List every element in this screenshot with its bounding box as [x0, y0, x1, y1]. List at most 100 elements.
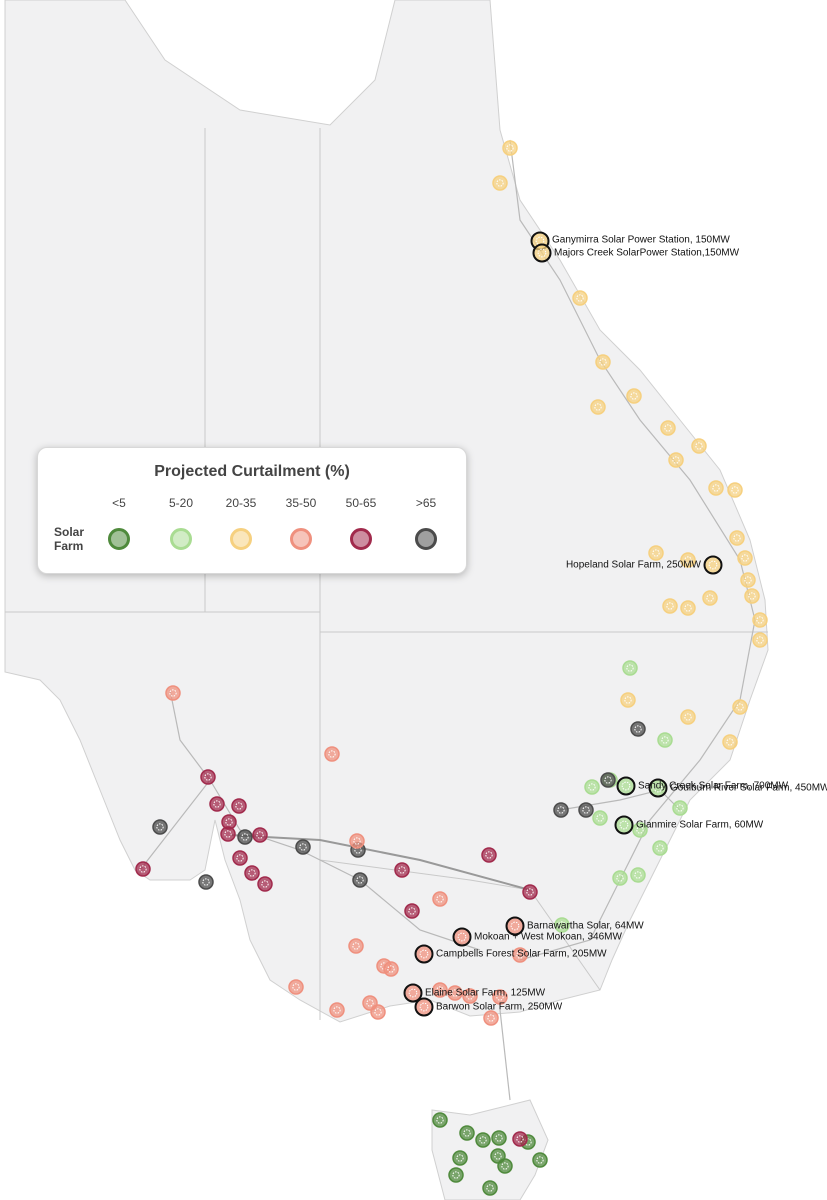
- marker-icon: [202, 878, 210, 886]
- solar-farm-marker: [459, 1125, 475, 1141]
- solar-farm-marker: [135, 861, 151, 877]
- marker-icon: [487, 1014, 495, 1022]
- solar-farm-marker: [740, 572, 756, 588]
- solar-farm-marker: [481, 847, 497, 863]
- marker-icon: [451, 989, 459, 997]
- marker-icon: [731, 486, 739, 494]
- legend-category: <5: [112, 496, 126, 510]
- solar-farm-marker: [483, 1010, 499, 1026]
- legend-category: 5-20: [168, 496, 194, 510]
- solar-farm-marker: [383, 961, 399, 977]
- marker-icon: [726, 738, 734, 746]
- solar-farm-marker: [622, 660, 638, 676]
- legend-category: 50-65: [345, 496, 377, 510]
- solar-farm-marker: [452, 1150, 468, 1166]
- marker-icon: [756, 616, 764, 624]
- solar-farm-marker: [612, 870, 628, 886]
- marker-icon: [524, 1138, 532, 1146]
- marker-icon: [457, 932, 467, 942]
- farm-label: Hopeland Solar Farm, 250MW: [566, 560, 702, 571]
- marker-icon: [495, 1134, 503, 1142]
- solar-farm-marker: [592, 810, 608, 826]
- marker-icon: [241, 833, 249, 841]
- solar-farm-marker: [752, 612, 768, 628]
- solar-farm-marker: [432, 891, 448, 907]
- solar-farm-marker: [447, 985, 463, 1001]
- solar-farm-marker: [244, 865, 260, 881]
- solar-farm-marker: [708, 480, 724, 496]
- solar-farm-marker: [257, 876, 273, 892]
- marker-icon: [436, 1116, 444, 1124]
- marker-icon: [408, 907, 416, 915]
- marker-icon: [169, 689, 177, 697]
- solar-farm-marker: [404, 903, 420, 919]
- marker-icon: [299, 843, 307, 851]
- solar-farm-marker: [722, 734, 738, 750]
- solar-farm-marker: [414, 997, 434, 1017]
- marker-icon: [708, 560, 718, 570]
- solar-farm-marker: [680, 709, 696, 725]
- marker-icon: [506, 144, 514, 152]
- marker-icon: [496, 179, 504, 187]
- solar-farm-marker: [352, 872, 368, 888]
- solar-farm-marker: [672, 800, 688, 816]
- solar-farm-marker: [448, 1167, 464, 1183]
- marker-icon: [744, 576, 752, 584]
- legend-swatch: [170, 528, 192, 550]
- legend-title: Projected Curtailment (%): [154, 463, 350, 480]
- marker-icon: [292, 983, 300, 991]
- marker-icon: [261, 880, 269, 888]
- solar-farm-marker: [432, 982, 448, 998]
- solar-farm-marker: [198, 874, 214, 890]
- solar-farm-marker: [744, 588, 760, 604]
- legend-swatch: [350, 528, 372, 550]
- solar-farm-marker: [648, 778, 668, 798]
- farm-label: Campbells Forest Solar Farm, 205MW: [436, 949, 607, 960]
- marker-icon: [463, 1129, 471, 1137]
- marker-icon: [756, 636, 764, 644]
- marker-icon: [706, 594, 714, 602]
- solar-farm-marker: [572, 290, 588, 306]
- marker-icon: [741, 554, 749, 562]
- solar-farm-marker: [403, 983, 423, 1003]
- marker-icon: [224, 830, 232, 838]
- solar-farm-marker: [462, 988, 478, 1004]
- solar-farm-marker: [662, 598, 678, 614]
- marker-icon: [712, 484, 720, 492]
- marker-icon: [494, 1152, 502, 1160]
- marker-icon: [594, 403, 602, 411]
- solar-farm-marker: [703, 555, 723, 575]
- farm-label: Glanmire Solar Farm, 60MW: [636, 820, 764, 831]
- marker-icon: [634, 871, 642, 879]
- marker-icon: [204, 773, 212, 781]
- marker-icon: [510, 921, 520, 931]
- solar-farm-marker: [578, 802, 594, 818]
- solar-farm-marker: [729, 530, 745, 546]
- marker-icon: [630, 392, 638, 400]
- legend-swatch: [230, 528, 252, 550]
- solar-farm-marker: [648, 545, 664, 561]
- solar-farm-marker: [652, 840, 668, 856]
- marker-icon: [619, 820, 629, 830]
- solar-farm-marker: [200, 769, 216, 785]
- solar-farm-marker: [737, 550, 753, 566]
- line: [169, 689, 211, 781]
- solar-farm-marker: [620, 692, 636, 708]
- solar-farm-marker: [632, 822, 648, 838]
- farm-label: Barwon Solar Farm, 250MW: [436, 1002, 563, 1013]
- marker-icon: [636, 826, 644, 834]
- marker-icon: [374, 1008, 382, 1016]
- marker-icon: [236, 854, 244, 862]
- solar-farm-marker: [554, 917, 570, 933]
- solar-farm-marker: [512, 947, 528, 963]
- farm-label: Ganymirra Solar Power Station, 150MW: [552, 235, 730, 246]
- marker-icon: [557, 806, 565, 814]
- legend: Projected Curtailment (%) Solar Farm <5 5…: [37, 447, 467, 574]
- marker-icon: [695, 442, 703, 450]
- marker-icon: [537, 248, 547, 258]
- solar-farm-marker: [295, 839, 311, 855]
- marker-icon: [486, 1184, 494, 1192]
- marker-icon: [558, 921, 566, 929]
- farm-label: Mokoan + West Mokoan, 346MW: [474, 932, 622, 943]
